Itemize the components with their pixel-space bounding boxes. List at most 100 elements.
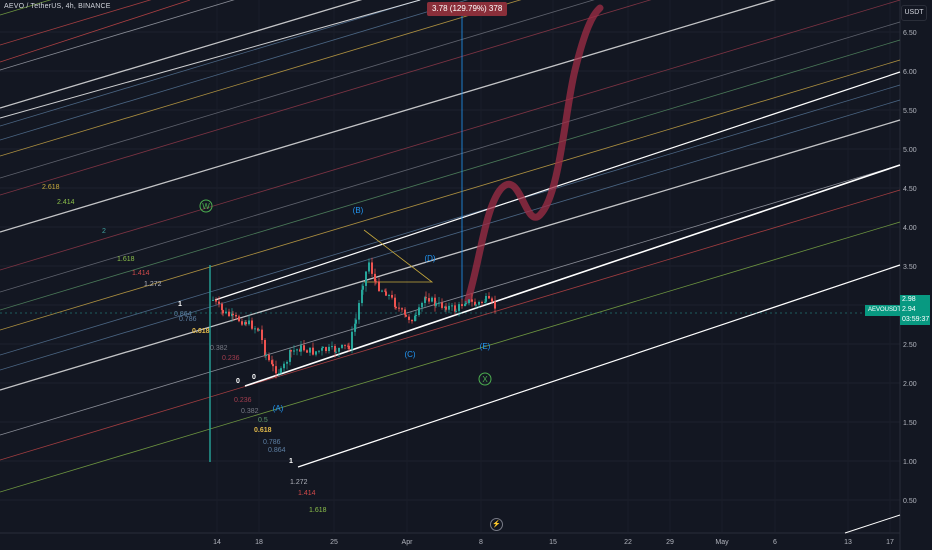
wave-label: (C) bbox=[404, 350, 415, 359]
candle bbox=[338, 347, 340, 352]
candle bbox=[261, 329, 263, 341]
candle bbox=[300, 345, 302, 352]
candle bbox=[415, 315, 417, 317]
symbol-header: AEVO / TetherUS, 4h, BINANCE bbox=[4, 3, 111, 10]
last-price-tag: 2.94 bbox=[900, 305, 930, 315]
lightning-icon[interactable]: ⚡ bbox=[490, 518, 503, 531]
candle bbox=[385, 291, 387, 296]
price-tick-label: 6.50 bbox=[903, 30, 917, 37]
fib-level-label: 0.5 bbox=[258, 417, 268, 424]
candle bbox=[251, 320, 253, 329]
fib-level-label: 0.382 bbox=[210, 345, 228, 352]
candle bbox=[290, 350, 292, 352]
candle bbox=[268, 354, 270, 361]
candle bbox=[293, 350, 295, 352]
candle bbox=[468, 299, 470, 304]
candle bbox=[395, 306, 397, 308]
candle bbox=[232, 313, 234, 315]
candle bbox=[448, 305, 450, 310]
fib-level-label: 1.414 bbox=[298, 490, 316, 497]
price-tick-label: 2.00 bbox=[903, 381, 917, 388]
candle bbox=[265, 354, 267, 356]
candle bbox=[275, 366, 277, 374]
candle bbox=[408, 316, 410, 320]
candle bbox=[434, 297, 436, 306]
candle bbox=[464, 303, 466, 307]
candle bbox=[331, 346, 333, 348]
currency-unit-button[interactable]: USDT bbox=[901, 5, 927, 21]
fib-channel-line bbox=[0, 99, 901, 371]
candle bbox=[278, 372, 280, 374]
fib-channel-line bbox=[0, 0, 522, 157]
price-tick-label: 4.50 bbox=[903, 186, 917, 193]
time-tick-label: 22 bbox=[624, 539, 632, 546]
candle bbox=[322, 347, 324, 349]
candle bbox=[378, 281, 380, 292]
candle bbox=[254, 328, 256, 330]
candle bbox=[334, 346, 336, 352]
candle bbox=[321, 348, 323, 351]
fib-channel-line bbox=[0, 59, 901, 331]
candle bbox=[365, 271, 367, 286]
time-tick-label: Apr bbox=[402, 539, 414, 546]
fib-level-label: 1.272 bbox=[290, 479, 308, 486]
candle bbox=[404, 309, 406, 315]
price-tick-label: 2.50 bbox=[903, 342, 917, 349]
candle bbox=[414, 315, 416, 322]
candle bbox=[424, 297, 426, 303]
candle bbox=[475, 304, 477, 306]
fib-level-label: 1.618 bbox=[309, 507, 327, 514]
candle bbox=[344, 344, 346, 346]
candle bbox=[454, 305, 456, 312]
price-tick-label: 4.00 bbox=[903, 225, 917, 232]
candle bbox=[248, 320, 250, 325]
candle bbox=[289, 350, 291, 362]
fib-level-label: 0.382 bbox=[241, 408, 259, 415]
candle bbox=[441, 302, 443, 308]
channel-outer bbox=[297, 264, 901, 468]
channel-upper bbox=[214, 71, 901, 301]
candle bbox=[296, 349, 298, 351]
time-tick-label: 13 bbox=[844, 539, 852, 546]
time-tick-label: 29 bbox=[666, 539, 674, 546]
fib-level-label: 1 bbox=[178, 301, 182, 308]
candle bbox=[381, 290, 383, 292]
wave-label: X bbox=[482, 375, 488, 384]
candle bbox=[428, 298, 430, 302]
candle bbox=[478, 301, 480, 305]
candle bbox=[421, 302, 423, 308]
price-tick-label: 1.00 bbox=[903, 459, 917, 466]
candle bbox=[215, 299, 217, 302]
candle bbox=[354, 323, 356, 332]
trend-line bbox=[0, 0, 421, 119]
candle bbox=[391, 295, 393, 298]
candle bbox=[280, 368, 282, 373]
fib-level-label: 0.236 bbox=[222, 355, 240, 362]
candle bbox=[272, 364, 274, 367]
candle bbox=[271, 360, 273, 365]
candle bbox=[465, 303, 467, 305]
candle bbox=[328, 346, 330, 351]
candle bbox=[286, 361, 288, 364]
candle bbox=[371, 262, 373, 274]
candle bbox=[361, 289, 363, 304]
fib-level-label: 2.618 bbox=[42, 184, 60, 191]
candle bbox=[368, 262, 370, 272]
fib-level-label: 1.618 bbox=[117, 256, 135, 263]
time-tick-label: 18 bbox=[255, 539, 263, 546]
fib-level-label: 0.618 bbox=[254, 427, 272, 434]
candle bbox=[438, 302, 440, 304]
candle bbox=[461, 304, 463, 307]
fib-level-label: 1.272 bbox=[144, 281, 162, 288]
fib-level-label: 0 bbox=[236, 378, 240, 385]
fib-channel-line bbox=[0, 0, 901, 271]
candle bbox=[398, 307, 400, 309]
candle bbox=[431, 297, 433, 302]
fib-level-label: 0.236 bbox=[234, 397, 252, 404]
time-tick-label: 6 bbox=[773, 539, 777, 546]
time-tick-label: 15 bbox=[549, 539, 557, 546]
candle bbox=[485, 296, 487, 302]
measure-tool-label: 3.78 (129.79%) 378 bbox=[427, 2, 508, 16]
candle bbox=[258, 329, 260, 331]
